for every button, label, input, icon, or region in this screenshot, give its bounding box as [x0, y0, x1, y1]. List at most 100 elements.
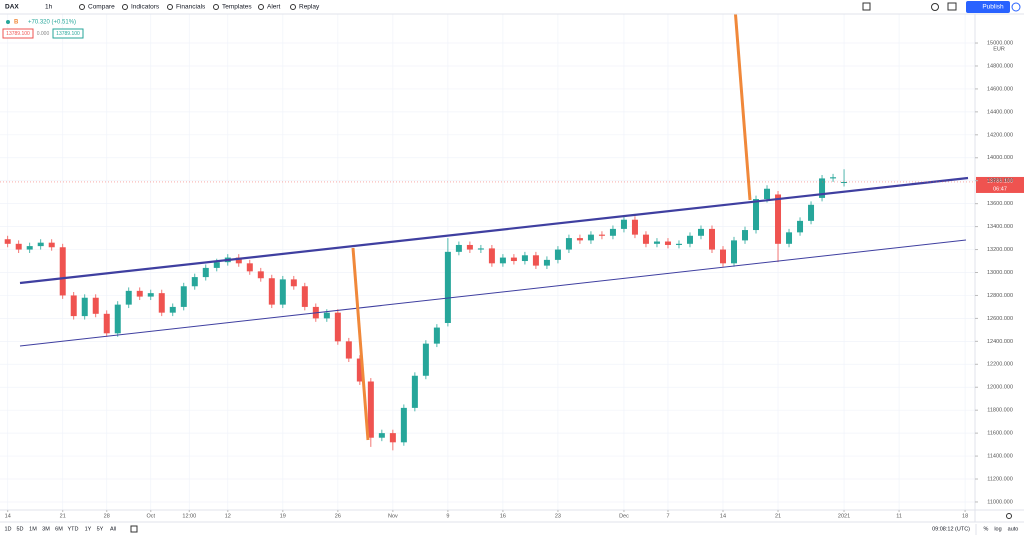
- y-tick-label: 12200.000: [987, 362, 1013, 368]
- legend-marker: B: [14, 20, 19, 26]
- candle-body: [114, 304, 121, 334]
- candle-body: [499, 257, 506, 264]
- toolbar-icon[interactable]: [167, 4, 173, 10]
- candle-body: [697, 228, 704, 236]
- candle-body: [367, 381, 374, 438]
- candle-body: [235, 257, 242, 264]
- candle-body: [466, 244, 473, 250]
- y-tick-label: 11200.000: [987, 476, 1013, 482]
- y-tick-label: 11800.000: [987, 408, 1013, 414]
- candle-body: [411, 375, 418, 408]
- candle-body: [554, 249, 561, 260]
- scale-option[interactable]: auto: [1008, 526, 1019, 532]
- y-tick-label: 13400.000: [987, 224, 1013, 230]
- candle-body: [268, 278, 275, 305]
- x-tick-label: Nov: [388, 513, 398, 519]
- ask[interactable]: 13789.100: [56, 31, 80, 37]
- toolbar-icon[interactable]: [213, 4, 219, 10]
- y-tick-label: 11400.000: [987, 454, 1013, 460]
- symbol[interactable]: DAX: [5, 4, 19, 11]
- publish-button[interactable]: [966, 1, 1010, 13]
- interval[interactable]: 1h: [45, 4, 53, 11]
- settings-icon[interactable]: [931, 3, 939, 11]
- toolbar-icon[interactable]: [79, 4, 85, 10]
- toolbar-button[interactable]: Indicators: [131, 4, 160, 11]
- candle-body: [81, 297, 88, 317]
- candle-body: [808, 204, 815, 221]
- candle-body: [675, 243, 682, 245]
- candle-body: [389, 433, 396, 443]
- publish-label[interactable]: Publish: [982, 4, 1004, 11]
- candle-body: [15, 243, 22, 250]
- fullscreen-icon[interactable]: [947, 2, 957, 11]
- bid[interactable]: 13789.100: [6, 31, 30, 37]
- y-tick-label: 13000.000: [987, 270, 1013, 276]
- range-button[interactable]: 1Y: [85, 526, 92, 532]
- ask-box[interactable]: [52, 28, 84, 39]
- candle-body: [786, 232, 793, 244]
- overlay: 13789.100 06:47: [0, 176, 1024, 193]
- x-tick-label: 16: [500, 513, 506, 519]
- range-button[interactable]: 1D: [4, 526, 11, 532]
- candle-body: [797, 220, 804, 233]
- candle-body: [742, 230, 749, 241]
- layout-icon[interactable]: [862, 2, 871, 11]
- toolbar-icon[interactable]: [258, 4, 264, 10]
- candle-body: [147, 293, 154, 297]
- y-tick-label: 14000.000: [987, 155, 1013, 161]
- toolbar-icon[interactable]: [122, 4, 128, 10]
- last-price-box: [976, 176, 1024, 193]
- candle-body: [290, 279, 297, 287]
- candle-body: [356, 358, 363, 382]
- candle-body: [731, 240, 738, 264]
- candle-body: [323, 312, 330, 319]
- y-tick-label: 14200.000: [987, 132, 1013, 138]
- last-price-label: 13789.100: [987, 178, 1013, 184]
- toolbar-button[interactable]: Alert: [267, 4, 281, 11]
- x-tick-label: Oct: [146, 513, 155, 519]
- date-range-icon[interactable]: [130, 525, 138, 533]
- candle-body: [686, 235, 693, 244]
- range-button[interactable]: 5Y: [97, 526, 104, 532]
- range-button[interactable]: 5D: [16, 526, 23, 532]
- x-tick-label: 14: [5, 513, 11, 519]
- scale-option[interactable]: %: [984, 526, 989, 532]
- candle-body: [125, 290, 132, 305]
- share-icon[interactable]: [1011, 2, 1021, 12]
- bid-box[interactable]: [2, 28, 34, 39]
- range-button[interactable]: 3M: [42, 526, 50, 532]
- toolbar-button[interactable]: Financials: [176, 4, 206, 11]
- x-tick-label: 23: [555, 513, 561, 519]
- spread: 0.000: [37, 31, 50, 37]
- range-button[interactable]: All: [110, 526, 116, 532]
- y-tick-label: 11600.000: [987, 431, 1013, 437]
- candle-body: [301, 286, 308, 307]
- x-tick-label: 12:00: [182, 513, 196, 519]
- candle-body: [257, 271, 264, 279]
- candle-body: [764, 188, 771, 200]
- candle-body: [279, 279, 286, 305]
- candle-body: [246, 263, 253, 272]
- toolbar-button[interactable]: Replay: [299, 4, 320, 11]
- y-tick-label: 14400.000: [987, 109, 1013, 115]
- candle-body: [565, 238, 572, 250]
- axis-settings-icon[interactable]: [1006, 513, 1012, 519]
- candle-body: [631, 219, 638, 235]
- candle-body: [719, 249, 726, 264]
- candle-body: [180, 286, 187, 307]
- toolbar-icon[interactable]: [290, 4, 296, 10]
- x-tick-label: 19: [280, 513, 286, 519]
- toolbar-button[interactable]: Compare: [88, 4, 115, 11]
- candle-body: [521, 255, 528, 262]
- scale-option[interactable]: log: [994, 526, 1001, 532]
- range-button[interactable]: 6M: [55, 526, 63, 532]
- range-button[interactable]: 1M: [29, 526, 37, 532]
- y-tick-label: 12600.000: [987, 316, 1013, 322]
- range-button[interactable]: YTD: [68, 526, 79, 532]
- candle-body: [37, 242, 44, 247]
- x-tick-label: 21: [775, 513, 781, 519]
- orange-line: [351, 247, 370, 441]
- candle-body: [103, 313, 110, 334]
- toolbar-button[interactable]: Templates: [222, 4, 252, 11]
- y-tick-label: 14600.000: [987, 86, 1013, 92]
